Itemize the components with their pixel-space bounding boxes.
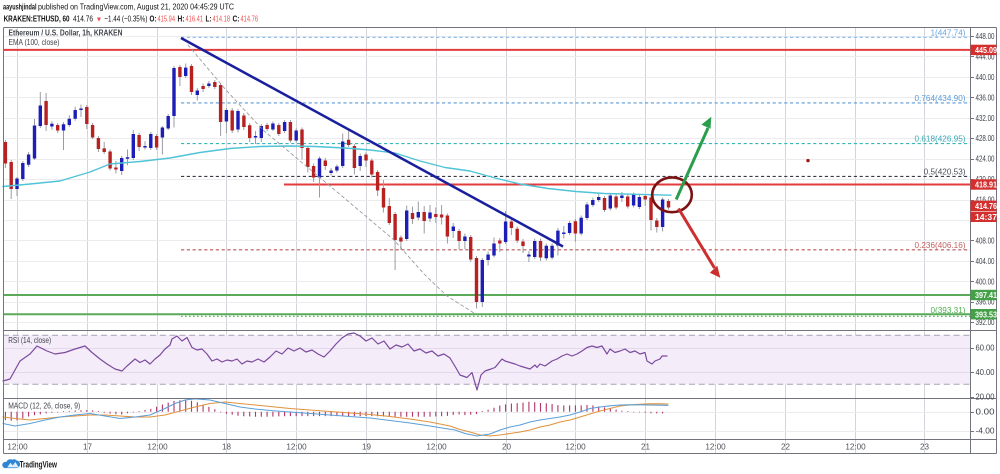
- svg-text:▼: ▼: [96, 16, 103, 23]
- svg-text:19: 19: [362, 442, 372, 451]
- svg-text:393.53: 393.53: [975, 310, 997, 319]
- svg-text:RSI (14, close): RSI (14, close): [8, 335, 51, 345]
- svg-text:aayushjindal: aayushjindal: [3, 2, 37, 12]
- svg-text:60.00: 60.00: [976, 344, 995, 353]
- svg-text:432.00: 432.00: [976, 114, 995, 123]
- svg-text:414.76: 414.76: [73, 14, 93, 24]
- svg-text:published on TradingView.com,: published on TradingView.com, August 21,…: [38, 2, 234, 12]
- svg-text:424.00: 424.00: [976, 155, 995, 164]
- svg-text:396.00: 396.00: [976, 298, 995, 307]
- svg-text:416.00: 416.00: [976, 196, 995, 205]
- svg-text:416.41: 416.41: [186, 14, 204, 24]
- svg-text:20: 20: [502, 442, 512, 451]
- svg-text:0(393.31): 0(393.31): [930, 306, 965, 315]
- svg-text:12:00: 12:00: [845, 442, 866, 451]
- svg-text:L:: L:: [206, 14, 212, 24]
- svg-text:400.00: 400.00: [976, 277, 995, 286]
- svg-text:408.00: 408.00: [976, 236, 995, 245]
- svg-text:418.91: 418.91: [975, 181, 997, 190]
- svg-text:12:00: 12:00: [705, 442, 726, 451]
- svg-text:-4.00: -4.00: [976, 427, 995, 436]
- svg-text:428.00: 428.00: [976, 134, 995, 143]
- svg-text:445.09: 445.09: [975, 46, 997, 55]
- svg-text:22: 22: [781, 442, 791, 451]
- svg-text:12:00: 12:00: [7, 442, 28, 451]
- svg-text:0.00: 0.00: [976, 408, 996, 417]
- svg-text:O:: O:: [150, 14, 157, 24]
- svg-text:KRAKEN:ETHUSD, 60: KRAKEN:ETHUSD, 60: [4, 14, 70, 24]
- svg-text:0.5(420.53): 0.5(420.53): [924, 167, 966, 176]
- svg-text:17: 17: [83, 442, 93, 451]
- svg-text:448.00: 448.00: [976, 32, 995, 41]
- svg-text:404.00: 404.00: [976, 257, 995, 266]
- svg-text:12:00: 12:00: [147, 442, 168, 451]
- svg-text:414.76: 414.76: [975, 202, 997, 211]
- svg-text:1(447.74): 1(447.74): [930, 28, 965, 37]
- svg-text:TradingView: TradingView: [20, 459, 58, 470]
- svg-text:414.18: 414.18: [213, 14, 231, 24]
- svg-text:12:00: 12:00: [565, 442, 586, 451]
- svg-text:MACD (12, 26, close, 9): MACD (12, 26, close, 9): [8, 400, 80, 410]
- svg-text:EMA (100, close): EMA (100, close): [9, 37, 60, 47]
- svg-text:414.76: 414.76: [241, 14, 259, 24]
- svg-text:Ethereum / U.S. Dollar, 1h, KR: Ethereum / U.S. Dollar, 1h, KRAKEN: [9, 27, 123, 37]
- svg-text:0.764(434.90): 0.764(434.90): [915, 94, 966, 103]
- svg-text:14:37: 14:37: [975, 213, 997, 222]
- svg-text:440.00: 440.00: [976, 73, 995, 82]
- svg-text:0.618(426.95): 0.618(426.95): [915, 135, 966, 144]
- svg-text:436.00: 436.00: [976, 93, 995, 102]
- svg-text:−1.44 (−0.35%): −1.44 (−0.35%): [104, 14, 147, 24]
- svg-text:21: 21: [641, 442, 651, 451]
- svg-text:H:: H:: [178, 14, 185, 24]
- svg-text:12:00: 12:00: [286, 442, 307, 451]
- svg-text:444.00: 444.00: [976, 52, 995, 61]
- svg-text:23: 23: [920, 442, 930, 451]
- svg-text:18: 18: [222, 442, 232, 451]
- svg-text:415.94: 415.94: [158, 14, 176, 24]
- svg-text:0.236(406.16): 0.236(406.16): [915, 241, 966, 250]
- svg-text:392.00: 392.00: [976, 318, 995, 327]
- svg-text:40.00: 40.00: [976, 368, 995, 377]
- svg-text:12:00: 12:00: [426, 442, 447, 451]
- svg-text:20.00: 20.00: [976, 393, 995, 402]
- svg-text:397.41: 397.41: [975, 291, 997, 300]
- svg-text:C:: C:: [233, 14, 240, 24]
